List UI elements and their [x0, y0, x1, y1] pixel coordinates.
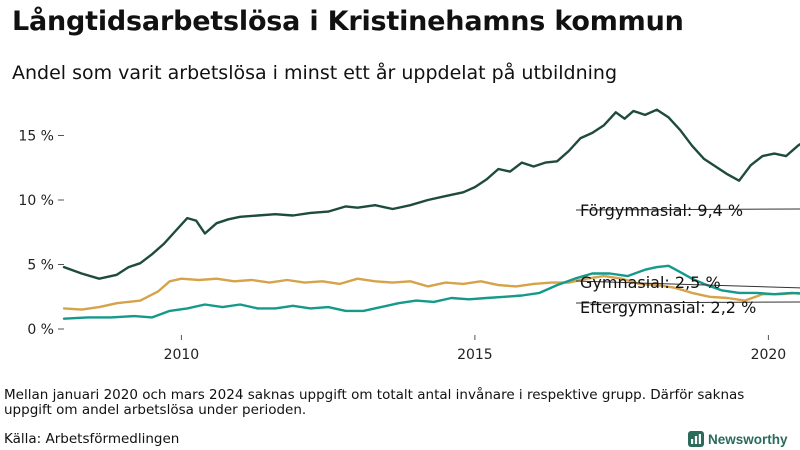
y-tick-label: 0 % [27, 322, 54, 338]
source-text: Källa: Arbetsförmedlingen [4, 431, 180, 447]
footnote: Mellan januari 2020 och mars 2024 saknas… [4, 387, 745, 418]
y-tick-label: 10 % [18, 193, 54, 209]
line-chart: 0 %5 %10 %15 % 201020152020jun 2025 Förg… [18, 108, 800, 363]
label-leader-line [575, 208, 800, 211]
label-leader-line [575, 301, 800, 304]
x-tick-label: 2010 [164, 347, 200, 363]
brand-name: Newsworthy [708, 431, 788, 447]
series-line-förgymnasial [62, 108, 800, 280]
x-tick-label: 2020 [751, 347, 787, 363]
newsworthy-logo-icon [688, 431, 704, 447]
end-label-gymnasial: Gymnasial: 2,5 % [580, 273, 721, 292]
y-axis: 0 % 5 % 10 % 15 % [18, 129, 64, 338]
y-tick-label: 15 % [18, 129, 54, 145]
y-tick-label: 5 % [27, 258, 54, 274]
label-leader-line [575, 280, 800, 289]
series-layer [62, 108, 800, 320]
chart-subtitle: Andel som varit arbetslösa i minst ett å… [12, 62, 618, 84]
end-labels: Förgymnasial: 9,4 % Gymnasial: 2,5 % Efter… [575, 201, 800, 317]
x-axis: 201020152020jun 2025 [164, 335, 787, 363]
chart-title: Långtidsarbetslösa i Kristinehamns kommu… [12, 6, 684, 37]
series-line-gymnasial [62, 274, 800, 311]
series-line-eftergymnasial [62, 264, 800, 320]
end-label-förgymnasial: Förgymnasial: 9,4 % [580, 201, 743, 220]
brand-logo[interactable]: Newsworthy [688, 430, 788, 448]
end-label-eftergymnasial: Eftergymnasial: 2,2 % [580, 298, 756, 317]
x-tick-label: 2015 [457, 347, 493, 363]
